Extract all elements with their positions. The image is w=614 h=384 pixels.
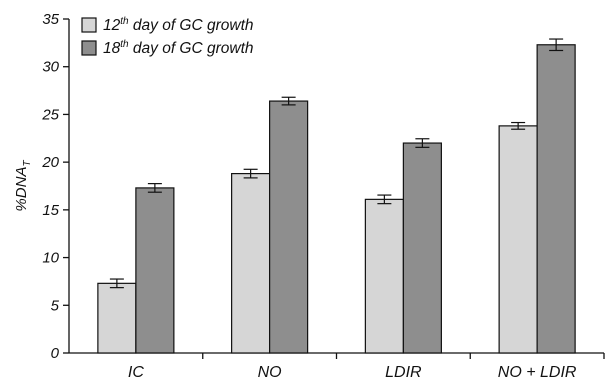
- y-tick-label: 35: [42, 11, 59, 28]
- x-axis-labels: IC NO LDIR NO + LDIR: [128, 353, 605, 381]
- legend-label: 12th day of GC growth: [103, 16, 254, 34]
- x-tick-label: IC: [128, 364, 144, 381]
- x-tick-label: NO: [258, 364, 282, 381]
- legend-label-text: day of GC growth: [129, 17, 254, 34]
- bar-day12: [364, 198, 404, 354]
- y-tick-label: 5: [51, 297, 60, 314]
- y-tick-label: 0: [51, 345, 60, 362]
- bars: [97, 38, 576, 354]
- legend-label-superscript: th: [120, 16, 129, 27]
- x-tick-label: NO + LDIR: [498, 364, 577, 381]
- y-tick-label: 15: [42, 202, 59, 219]
- legend-label-number: 12: [103, 17, 121, 34]
- y-axis-label: %DNAT: [13, 160, 33, 212]
- bar-day18: [269, 100, 309, 354]
- legend-label: 18th day of GC growth: [103, 39, 254, 57]
- bar-day18: [402, 142, 442, 354]
- y-tick-label: 30: [42, 59, 59, 76]
- y-axis-ticks: 0 5 10 15 20 25 30 35: [41, 11, 69, 362]
- y-axis-title-main: %DNA: [13, 167, 30, 212]
- y-axis-title-subscript: T: [22, 160, 33, 167]
- legend-swatch: [81, 40, 97, 56]
- legend-label-superscript: th: [120, 39, 129, 50]
- y-tick-label: 25: [41, 106, 59, 123]
- legend-swatch: [81, 17, 97, 33]
- bar-day18: [536, 44, 576, 354]
- legend-label-number: 18: [103, 40, 121, 57]
- bar-day12: [97, 282, 137, 354]
- bar-day12: [498, 125, 538, 354]
- x-tick-label: LDIR: [385, 364, 422, 381]
- y-axis-title: %DNAT: [13, 160, 33, 212]
- bar-day12: [231, 172, 271, 354]
- legend-label-text: day of GC growth: [129, 40, 254, 57]
- bar-day18: [135, 187, 175, 354]
- y-tick-label: 20: [41, 154, 59, 171]
- y-tick-label: 10: [42, 250, 59, 267]
